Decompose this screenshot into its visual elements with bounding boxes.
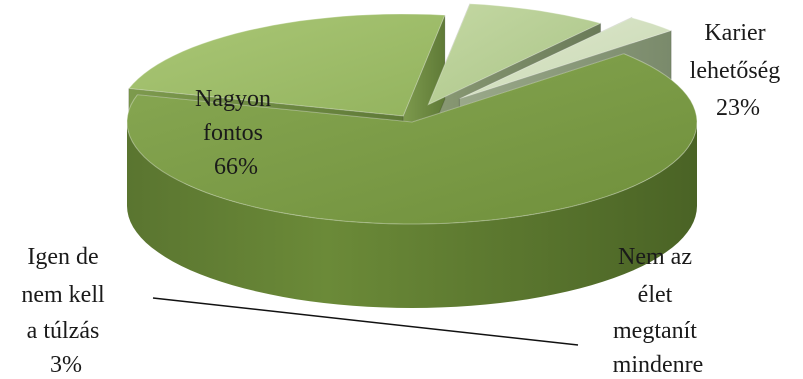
leader-line xyxy=(152,297,579,346)
slice-label-line: mindenre xyxy=(613,352,704,378)
slice-label-nagyon-fontos: Nagyon fontos 66% xyxy=(195,86,277,180)
slice-label-line: Igen de xyxy=(27,244,98,270)
pie-slice-top xyxy=(427,3,603,106)
slice-label-line: Karier xyxy=(704,20,765,46)
slice-label-line: élet xyxy=(638,282,673,308)
pie-slice-top xyxy=(459,17,673,100)
slice-label-line: nem kell xyxy=(21,282,105,308)
slice-label-line: fontos xyxy=(203,120,263,146)
slice-label-line: Nagyon xyxy=(195,86,271,112)
slice-value-label: 23% xyxy=(716,95,760,121)
slice-label-line: megtanít xyxy=(613,318,697,344)
slice-label-line: Nem az xyxy=(618,244,692,270)
pie-slice-top xyxy=(126,53,698,225)
slice-value-label: 66% xyxy=(214,154,258,180)
slice-value-label: 3% xyxy=(50,352,82,378)
slice-label-line: a túlzás xyxy=(27,318,100,344)
slice-label-nem-az-elet: Nem az élet megtanít mindenre xyxy=(613,244,704,378)
slice-label-igen-de: Igen de nem kell a túlzás 3% xyxy=(21,244,110,378)
slice-outer-wall xyxy=(127,122,697,308)
pie-slice-top xyxy=(127,13,446,117)
pie-top-faces xyxy=(126,3,698,225)
slice-label-line: lehetőség xyxy=(690,58,781,84)
slice-label-karier-lehetoseg: Karier lehetőség 23% xyxy=(690,20,787,121)
